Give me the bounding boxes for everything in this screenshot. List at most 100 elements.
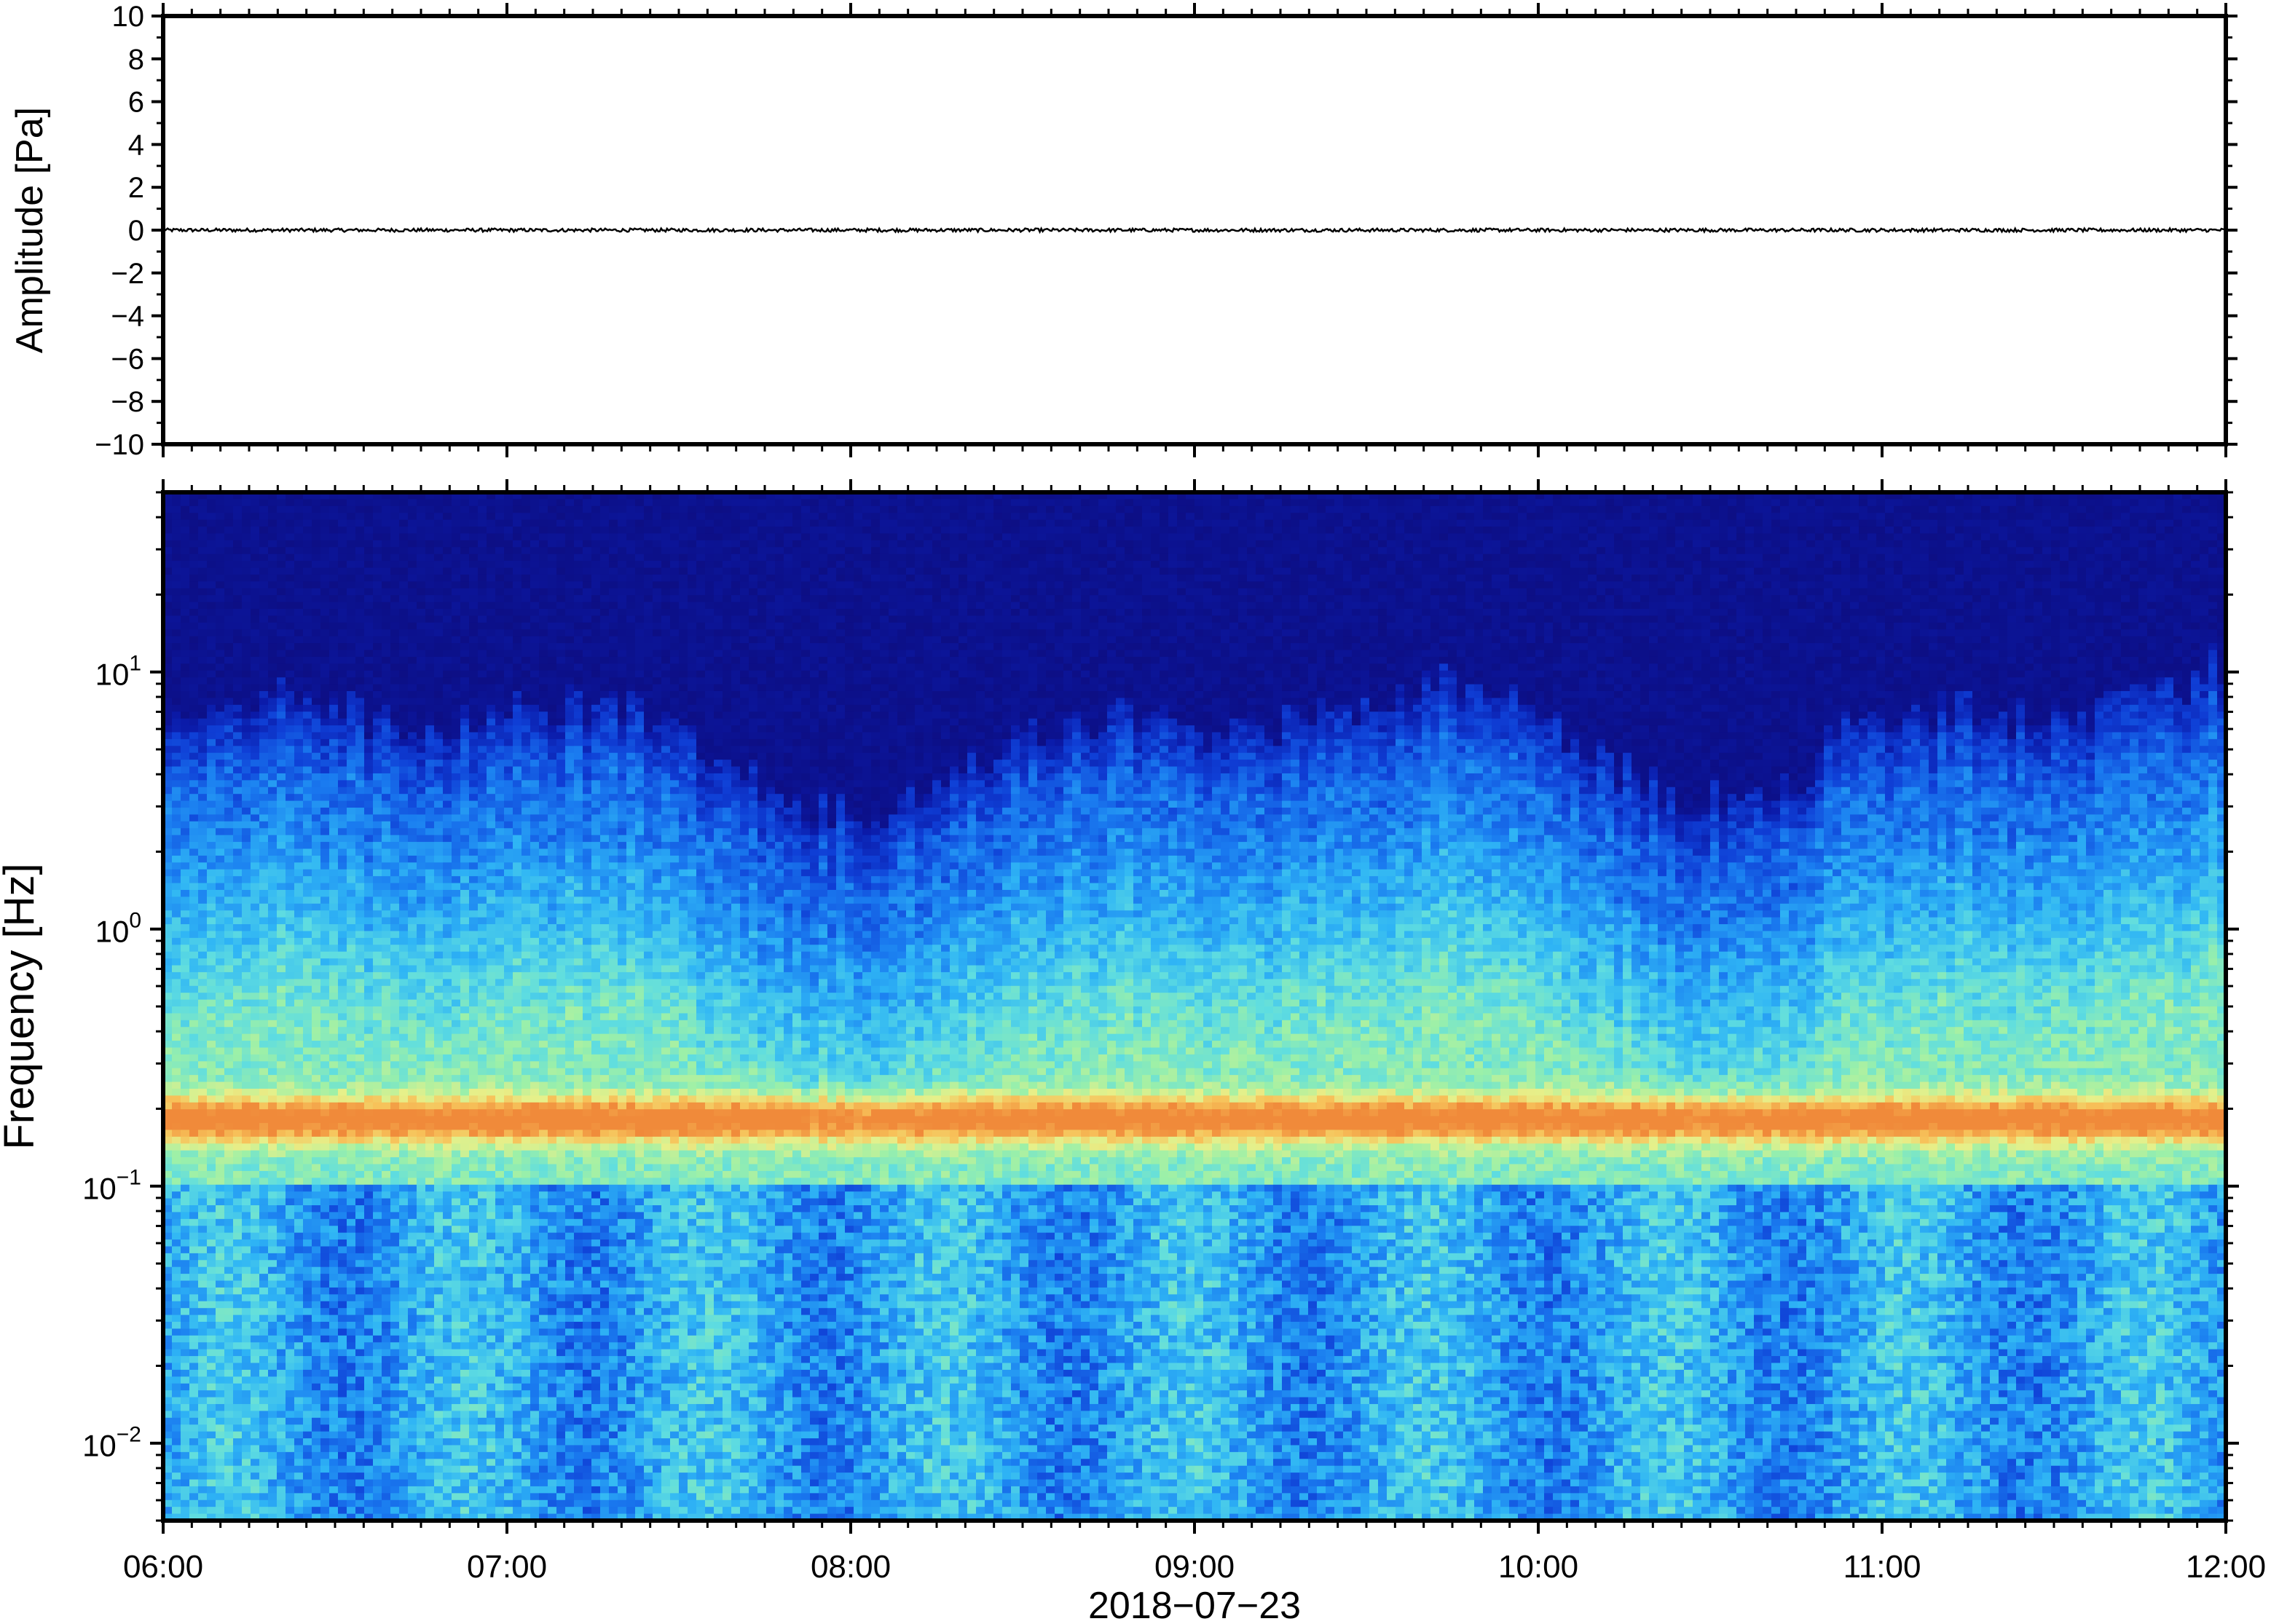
spectrogram-cell xyxy=(242,958,251,966)
spectrogram-cell xyxy=(417,945,426,953)
spectrogram-cell xyxy=(338,1205,347,1213)
spectrogram-cell xyxy=(417,656,426,664)
spectrogram-cell xyxy=(373,622,382,630)
spectrogram-cell xyxy=(251,1363,260,1371)
spectrogram-cell xyxy=(355,1191,365,1199)
spectrogram-cell xyxy=(172,1191,181,1199)
spectrogram-cell xyxy=(382,595,391,603)
spectrogram-cell xyxy=(198,547,208,555)
spectrogram-cell xyxy=(399,567,409,575)
spectrogram-cell xyxy=(417,1308,426,1316)
spectrogram-cell xyxy=(163,808,173,816)
spectrogram-cell xyxy=(163,698,173,706)
spectrogram-cell xyxy=(355,609,365,617)
spectrogram-cell xyxy=(172,1424,181,1432)
spectrogram-cell xyxy=(233,732,243,740)
spectrogram-cell xyxy=(329,1451,339,1459)
spectrogram-cell xyxy=(399,876,409,884)
spectrogram-cell xyxy=(251,917,260,925)
spectrogram-cell xyxy=(347,1226,356,1234)
spectrogram-cell xyxy=(329,567,339,575)
spectrogram-cell xyxy=(425,1081,435,1089)
spectrogram-cell xyxy=(233,1328,243,1336)
spectrogram-cell xyxy=(259,540,269,548)
spectrogram-cell xyxy=(364,1006,374,1014)
spectrogram-cell xyxy=(207,499,216,507)
spectrogram-cell xyxy=(382,622,391,630)
spectrogram-cell xyxy=(347,656,356,664)
spectrogram-cell xyxy=(259,1465,269,1473)
spectrogram-cell xyxy=(207,945,216,953)
spectrogram-cell xyxy=(286,527,295,535)
spectrogram-cell xyxy=(408,1356,417,1364)
spectrogram-cell xyxy=(373,917,382,925)
spectrogram-cell xyxy=(338,1020,347,1028)
spectrogram-cell xyxy=(294,499,304,507)
spectrogram-cell xyxy=(399,1020,409,1028)
spectrogram-cell xyxy=(189,945,199,953)
spectrogram-cell xyxy=(268,1054,278,1062)
spectrogram-cell xyxy=(382,1383,391,1391)
spectrogram-cell xyxy=(303,1143,312,1151)
spectrogram-cell xyxy=(224,629,234,637)
spectrogram-cell xyxy=(233,1314,243,1323)
spectrogram-cell xyxy=(347,650,356,658)
spectrogram-cell xyxy=(163,1507,173,1515)
spectrogram-cell xyxy=(216,1143,225,1151)
spectrogram-cell xyxy=(198,1499,208,1507)
spectrogram-cell xyxy=(355,1397,365,1405)
spectrogram-cell xyxy=(303,889,312,897)
spectrogram-cell xyxy=(408,979,417,987)
spectrogram-cell xyxy=(251,951,260,959)
spectrogram-cell xyxy=(329,945,339,953)
spectrogram-cell xyxy=(408,1081,417,1089)
spectrogram-cell xyxy=(163,1013,173,1021)
spectrogram-cell xyxy=(303,787,312,795)
spectrogram-cell xyxy=(425,1486,435,1494)
spectrogram-cell xyxy=(216,787,225,795)
spectrogram-cell xyxy=(382,1239,391,1247)
spectrogram-cell xyxy=(425,862,435,870)
spectrogram-cell xyxy=(425,951,435,959)
spectrogram-cell xyxy=(408,842,417,850)
spectrogram-cell xyxy=(216,547,225,555)
spectrogram-cell xyxy=(329,656,339,664)
spectrogram-cell xyxy=(268,1068,278,1076)
spectrogram-cell xyxy=(390,1308,400,1316)
spectrogram-cell xyxy=(163,527,173,535)
spectrogram-cell xyxy=(286,1102,295,1110)
spectrogram-cell xyxy=(347,1047,356,1055)
spectrogram-cell xyxy=(233,712,243,720)
spectrogram-cell xyxy=(242,636,251,644)
spectrogram-cell xyxy=(198,917,208,925)
spectrogram-cell xyxy=(338,1403,347,1411)
spectrogram-cell xyxy=(294,1424,304,1432)
spectrogram-cell xyxy=(373,1246,382,1254)
spectrogram-cell xyxy=(329,1116,339,1124)
spectrogram-cell xyxy=(390,1473,400,1481)
spectrogram-cell xyxy=(320,1150,330,1158)
spectrogram-cell xyxy=(373,1184,382,1192)
spectrogram-cell xyxy=(163,1459,173,1467)
spectrogram-cell xyxy=(189,574,199,582)
spectrogram-cell xyxy=(399,1013,409,1021)
spectrogram-cell xyxy=(277,1150,286,1158)
spectrogram-cell xyxy=(364,553,374,561)
spectrogram-cell xyxy=(189,1322,199,1330)
spectrogram-cell xyxy=(251,821,260,829)
spectrogram-cell xyxy=(207,677,216,685)
spectrogram-cell xyxy=(364,889,374,897)
spectrogram-cell xyxy=(181,1314,190,1323)
spectrogram-cell xyxy=(364,725,374,733)
spectrogram-cell xyxy=(364,848,374,856)
spectrogram-cell xyxy=(259,1260,269,1268)
spectrogram-cell xyxy=(417,869,426,877)
spectrogram-cell xyxy=(294,492,304,500)
spectrogram-cell xyxy=(390,1157,400,1165)
spectrogram-cell xyxy=(425,1335,435,1343)
spectrogram-cell xyxy=(373,1198,382,1206)
spectrogram-cell xyxy=(434,760,444,768)
spectrogram-cell xyxy=(251,1232,260,1240)
spectrogram-cell xyxy=(329,1445,339,1453)
spectrogram-cell xyxy=(242,704,251,712)
